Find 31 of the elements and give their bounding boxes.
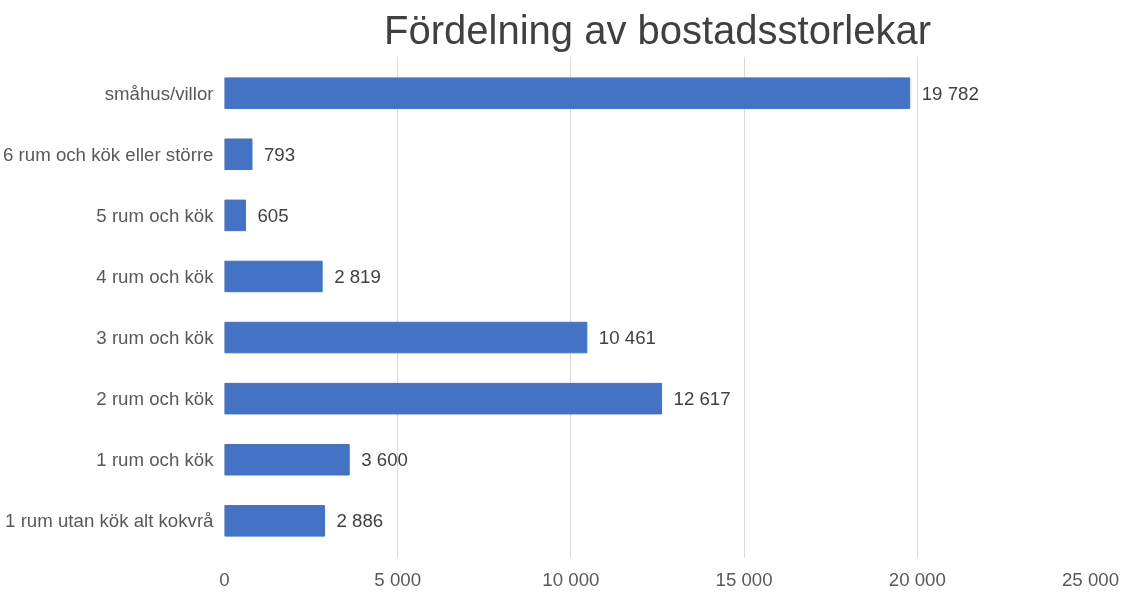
- bar: [224, 77, 911, 109]
- chart-title: Fördelning av bostadsstorlekar: [384, 7, 931, 52]
- bar: [224, 138, 253, 171]
- bar: [224, 321, 588, 354]
- bar: [224, 382, 663, 415]
- y-tick-label: 1 rum och kök: [96, 449, 215, 471]
- data-label: 2 819: [334, 265, 381, 287]
- x-tick-label: 15 000: [715, 568, 773, 590]
- y-tick-label: 4 rum och kök: [96, 265, 215, 287]
- x-tick-label: 10 000: [542, 568, 600, 590]
- y-tick-label: 3 rum och kök: [96, 327, 215, 349]
- bar: [224, 199, 246, 232]
- data-label: 605: [257, 204, 289, 226]
- y-tick-label: 6 rum och kök eller större: [3, 143, 214, 165]
- data-label: 3 600: [361, 449, 408, 471]
- x-tick-label: 20 000: [888, 568, 946, 590]
- x-tick-label: 5 000: [374, 568, 422, 590]
- y-tick-label: 2 rum och kök: [96, 388, 215, 410]
- data-label: 12 617: [673, 388, 731, 410]
- data-label: 793: [263, 143, 296, 165]
- x-tick-label: 25 000: [1061, 568, 1120, 590]
- x-tick-label: 0: [219, 568, 230, 590]
- y-tick-label: småhus/villor: [104, 82, 214, 104]
- data-label: 10 461: [598, 327, 656, 349]
- y-tick-label: 5 rum och kök: [96, 204, 215, 226]
- bar: [224, 260, 323, 293]
- data-label: 2 886: [336, 510, 384, 532]
- y-tick-label: 1 rum utan kök alt kokvrå: [5, 510, 215, 532]
- bar: [224, 443, 350, 476]
- bar: [224, 505, 325, 537]
- data-label: 19 782: [921, 82, 979, 104]
